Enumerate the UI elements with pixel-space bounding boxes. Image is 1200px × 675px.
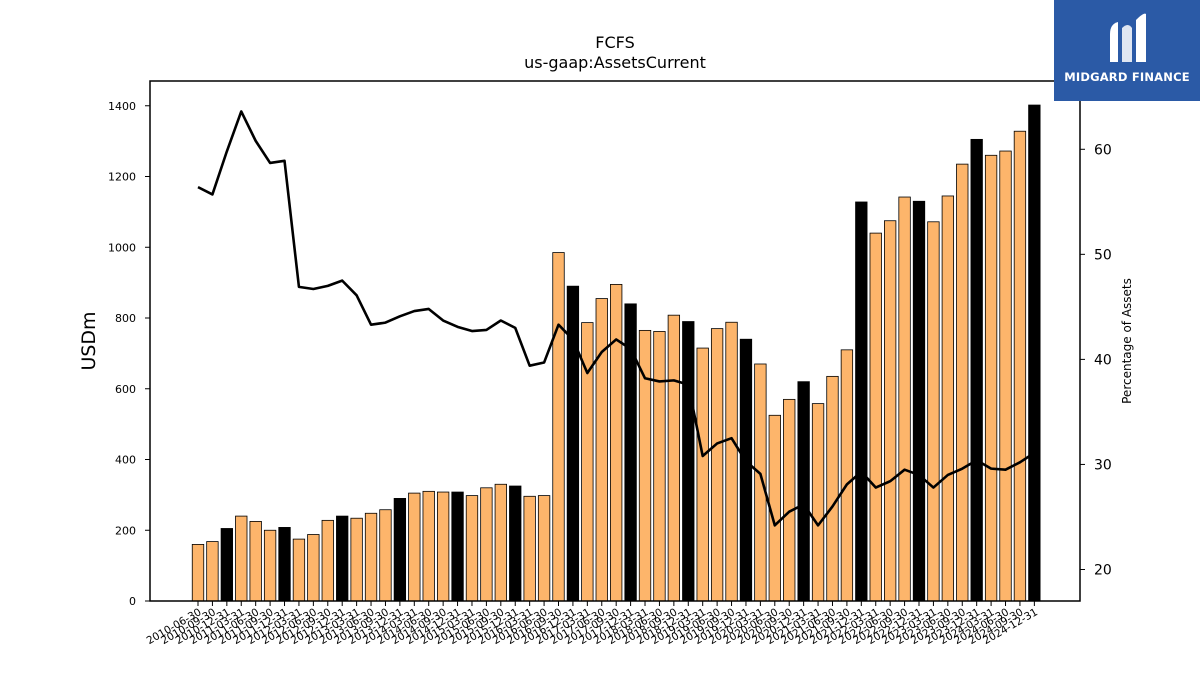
y-tick-label: 600 <box>115 383 136 396</box>
chart-subtitle: us-gaap:AssetsCurrent <box>524 53 706 72</box>
y2-tick-label: 20 <box>1094 562 1112 578</box>
bar-2011-12-31 <box>278 527 291 602</box>
y2-tick-label: 60 <box>1094 142 1112 158</box>
bar-2021-03-31 <box>811 403 825 602</box>
x-axis: 2010-06-302010-09-302010-12-312011-03-31… <box>145 601 1040 647</box>
bar-2018-12-31 <box>682 321 695 602</box>
bar-2016-06-30 <box>537 495 551 602</box>
bar-2013-09-30 <box>379 509 392 602</box>
bar-2017-09-30 <box>610 283 623 602</box>
bar-2020-03-31 <box>754 363 767 602</box>
bar-2010-12-31 <box>220 528 233 602</box>
bar-2012-06-30 <box>307 534 320 602</box>
bar-2016-03-31 <box>523 495 536 602</box>
bar-2019-09-30 <box>725 321 738 602</box>
bar-2012-09-30 <box>321 519 334 602</box>
bar-2013-12-31 <box>393 498 407 602</box>
y-tick-label: 200 <box>115 524 136 537</box>
bar-2012-03-31 <box>292 538 306 602</box>
y-axis-label: USDm <box>78 311 100 370</box>
y-tick-label: 1400 <box>108 100 136 113</box>
y-axis-right: 20 30 40 50 60 <box>1080 142 1112 578</box>
bar-2014-09-30 <box>436 491 450 602</box>
bar-2011-06-30 <box>249 521 262 602</box>
bar-2012-12-31 <box>336 515 349 602</box>
plot-frame <box>149 80 1081 602</box>
bar-2023-09-30 <box>956 163 969 602</box>
bar-2024-06-30 <box>999 150 1012 602</box>
bar-2022-06-30 <box>884 220 897 602</box>
bar-2015-06-30 <box>480 487 493 602</box>
bar-2019-12-31 <box>739 338 753 602</box>
logo-text: MIDGARD FINANCE <box>1064 70 1190 84</box>
bar-2017-06-30 <box>595 298 608 602</box>
bar-2024-12-31 <box>1028 104 1041 602</box>
bar-2022-12-31 <box>912 200 926 602</box>
y2-tick-label: 30 <box>1094 457 1112 473</box>
bar-2020-12-31 <box>797 381 810 602</box>
y2-tick-label: 40 <box>1094 352 1112 368</box>
pct-line-series <box>197 110 1036 527</box>
bar-2010-09-30 <box>206 541 219 602</box>
bar-2021-09-30 <box>840 349 854 602</box>
y-axis-left: 0 200 400 600 800 1000 1200 1400 <box>108 100 150 608</box>
y-tick-label: 800 <box>115 312 136 325</box>
bar-2018-06-30 <box>653 331 666 602</box>
chart-title: FCFS <box>595 33 634 52</box>
y-tick-label: 400 <box>115 454 136 467</box>
bar-2014-12-31 <box>451 491 464 602</box>
bar-2015-12-31 <box>509 485 522 602</box>
bar-2023-06-30 <box>941 195 954 602</box>
bar-2014-03-31 <box>408 492 421 602</box>
bar-2022-09-30 <box>898 196 911 602</box>
bar-2016-09-30 <box>552 252 565 602</box>
bar-2022-03-31 <box>869 232 882 602</box>
brand-logo: MIDGARD FINANCE <box>1054 0 1200 101</box>
bar-2015-03-31 <box>465 495 479 602</box>
bar-2011-03-31 <box>235 515 248 602</box>
bar-2014-06-30 <box>422 490 435 602</box>
bar-2024-09-30 <box>1013 130 1027 602</box>
bar-2020-09-30 <box>783 398 796 602</box>
bar-2011-09-30 <box>263 529 277 602</box>
y-tick-label: 1200 <box>108 171 136 184</box>
bar-2015-09-30 <box>494 483 507 602</box>
bar-2010-06-30 <box>191 544 205 602</box>
bar-2024-03-31 <box>984 154 998 602</box>
y-tick-label: 0 <box>129 595 136 608</box>
bar-2013-03-31 <box>350 517 363 602</box>
bar-2019-03-31 <box>696 347 709 602</box>
bar-2016-12-31 <box>566 285 580 602</box>
y2-tick-label: 50 <box>1094 247 1112 263</box>
bar-2023-03-31 <box>927 221 940 602</box>
pct-of-assets-line <box>197 110 1036 527</box>
y2-axis-label: Percentage of Assets <box>1120 278 1134 404</box>
bar-2013-06-30 <box>364 512 378 602</box>
bar-2019-06-30 <box>710 328 724 602</box>
y-tick-label: 1000 <box>108 241 136 254</box>
bar-series <box>191 104 1041 602</box>
midgard-logo-icon <box>1110 13 1146 63</box>
bar-2021-06-30 <box>826 375 839 602</box>
bar-2023-12-31 <box>970 138 983 602</box>
bar-2018-09-30 <box>667 314 681 602</box>
bar-2021-12-31 <box>855 201 868 602</box>
